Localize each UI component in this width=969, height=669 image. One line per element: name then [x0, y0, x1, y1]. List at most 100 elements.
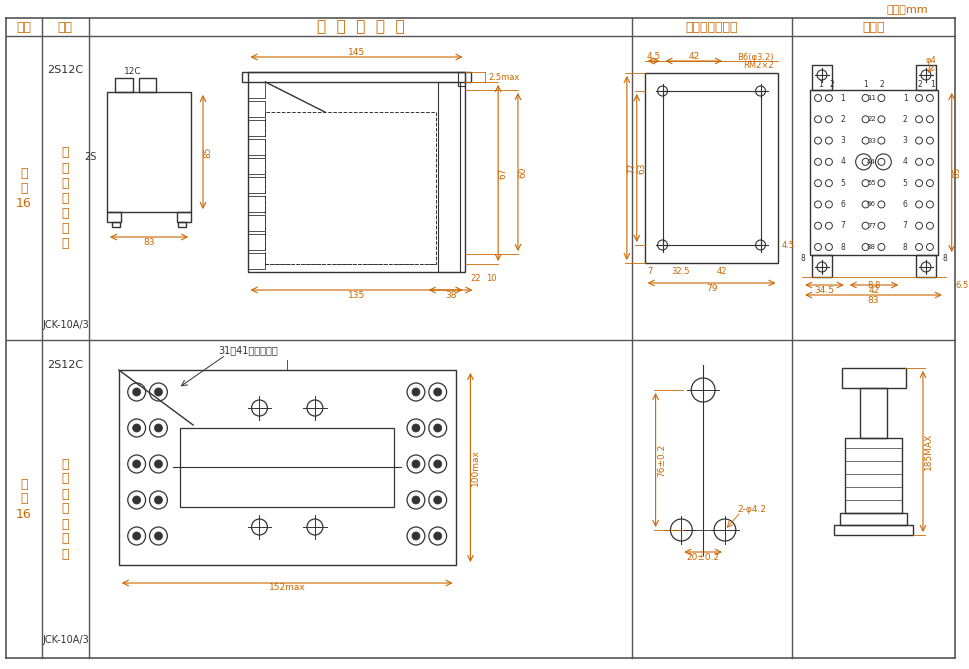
- Text: 6: 6: [839, 200, 844, 209]
- Text: 44: 44: [866, 159, 875, 165]
- Text: 凸
出
式
板
前
接
线: 凸 出 式 板 前 接 线: [62, 458, 69, 561]
- Text: 8: 8: [839, 242, 844, 252]
- Text: 66: 66: [866, 201, 875, 207]
- Text: 77: 77: [866, 223, 875, 229]
- Text: 6: 6: [902, 200, 907, 209]
- Text: 图号: 图号: [16, 21, 31, 33]
- Text: 83: 83: [867, 296, 878, 304]
- Circle shape: [412, 388, 420, 396]
- Circle shape: [133, 496, 141, 504]
- Text: 4.5: 4.5: [645, 52, 660, 60]
- Text: 5: 5: [839, 179, 844, 187]
- Bar: [915, 65, 935, 90]
- Text: 33: 33: [866, 138, 875, 144]
- Bar: [859, 388, 887, 438]
- Text: 55: 55: [866, 180, 875, 186]
- Bar: [915, 255, 935, 277]
- Text: JCK-10A/3: JCK-10A/3: [42, 635, 88, 645]
- Text: 32.5: 32.5: [671, 266, 689, 276]
- Text: 2S12C: 2S12C: [47, 65, 83, 75]
- Bar: [841, 368, 905, 388]
- Bar: [180, 428, 393, 507]
- Text: 31、41为电流端子: 31、41为电流端子: [218, 345, 277, 355]
- Bar: [178, 222, 186, 227]
- Circle shape: [412, 532, 420, 540]
- Text: 1: 1: [818, 80, 823, 88]
- Text: 4: 4: [839, 157, 844, 167]
- Bar: [247, 101, 266, 117]
- Bar: [811, 255, 831, 277]
- Text: 1: 1: [839, 94, 844, 102]
- Text: RM2×2: RM2×2: [742, 60, 772, 70]
- Text: 3: 3: [839, 136, 844, 145]
- Text: 42: 42: [867, 286, 879, 294]
- Bar: [839, 513, 906, 525]
- Circle shape: [133, 424, 141, 432]
- Bar: [247, 82, 266, 98]
- Text: 83: 83: [143, 237, 155, 246]
- Circle shape: [433, 532, 441, 540]
- Text: 85: 85: [203, 147, 212, 158]
- Text: 42: 42: [716, 266, 727, 276]
- Text: 2S12C: 2S12C: [47, 360, 83, 370]
- Bar: [457, 72, 465, 86]
- Text: 2: 2: [902, 115, 907, 124]
- Bar: [437, 82, 459, 272]
- Bar: [247, 120, 266, 136]
- Text: 单位：mm: 单位：mm: [886, 5, 927, 15]
- Bar: [662, 91, 760, 245]
- Bar: [247, 196, 266, 212]
- Text: JCK-10A/3: JCK-10A/3: [42, 320, 88, 330]
- Text: 3: 3: [902, 136, 907, 145]
- Text: 145: 145: [348, 47, 364, 56]
- Circle shape: [433, 496, 441, 504]
- Bar: [119, 370, 455, 565]
- Circle shape: [154, 460, 162, 468]
- Bar: [266, 112, 435, 264]
- Text: 22: 22: [866, 116, 875, 122]
- Text: 2: 2: [839, 115, 844, 124]
- Circle shape: [433, 460, 441, 468]
- Text: 附
图
16: 附 图 16: [16, 478, 32, 520]
- Circle shape: [433, 388, 441, 396]
- Bar: [844, 438, 901, 513]
- Text: 2: 2: [878, 80, 883, 88]
- Bar: [833, 525, 912, 535]
- Text: 67: 67: [498, 167, 507, 179]
- Text: 12C: 12C: [124, 66, 141, 76]
- Text: 凸
出
式
板
后
接
线: 凸 出 式 板 后 接 线: [62, 147, 69, 250]
- Text: 22: 22: [470, 274, 480, 282]
- Text: 88: 88: [866, 244, 875, 250]
- Bar: [111, 222, 120, 227]
- Text: 1: 1: [862, 80, 867, 88]
- Text: 8: 8: [799, 254, 804, 262]
- Text: 2: 2: [828, 80, 833, 88]
- Bar: [247, 234, 266, 250]
- Text: 5: 5: [902, 179, 907, 187]
- Text: 1: 1: [929, 80, 934, 88]
- Text: 结构: 结构: [58, 21, 73, 33]
- Text: 135: 135: [348, 290, 364, 300]
- Bar: [247, 72, 465, 272]
- Text: 4.5: 4.5: [781, 240, 794, 250]
- Bar: [247, 253, 266, 269]
- Text: 7: 7: [839, 221, 844, 230]
- Text: 1: 1: [902, 94, 907, 102]
- Text: 8.8: 8.8: [866, 280, 880, 290]
- Text: 2S: 2S: [84, 152, 97, 162]
- Circle shape: [412, 496, 420, 504]
- Text: 42: 42: [687, 52, 699, 60]
- Bar: [107, 212, 121, 222]
- Text: 2.5max: 2.5max: [487, 72, 519, 82]
- Circle shape: [154, 424, 162, 432]
- Text: 79: 79: [705, 284, 716, 292]
- Text: 4: 4: [902, 157, 907, 167]
- Bar: [114, 78, 133, 92]
- Text: 185MAX: 185MAX: [923, 433, 932, 470]
- Text: 20±0.2: 20±0.2: [686, 553, 719, 561]
- Text: 77: 77: [627, 163, 636, 174]
- Text: 7: 7: [646, 266, 652, 276]
- Bar: [107, 92, 191, 212]
- Circle shape: [154, 532, 162, 540]
- Text: 7: 7: [902, 221, 907, 230]
